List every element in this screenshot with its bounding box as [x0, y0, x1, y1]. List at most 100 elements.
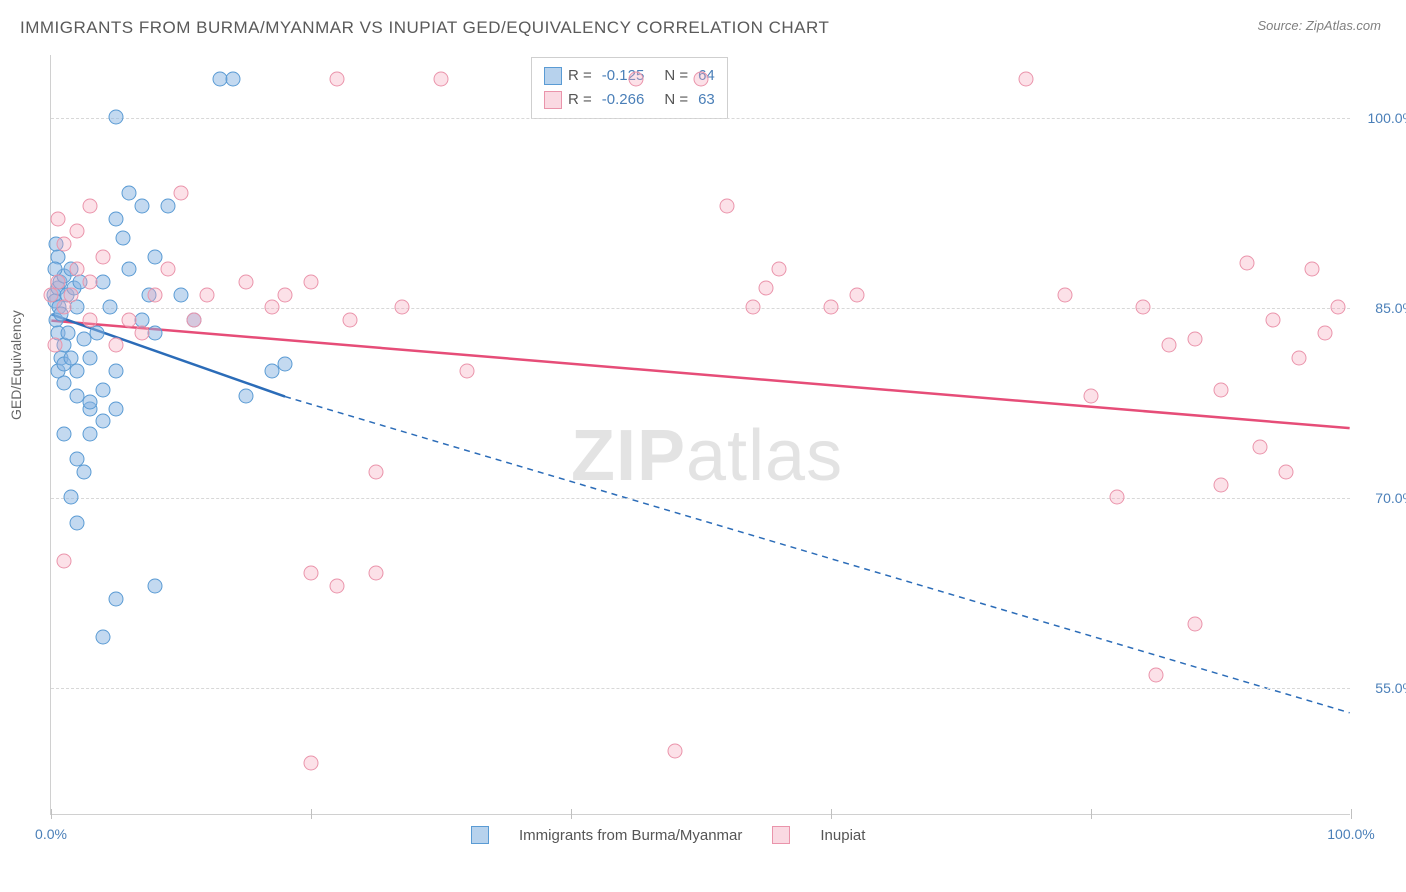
data-point — [1253, 439, 1268, 454]
data-point — [239, 275, 254, 290]
data-point — [70, 515, 85, 530]
scatter-chart: ZIPatlas R = -0.125 N = 64 R = -0.266 N … — [50, 55, 1350, 815]
data-point — [96, 382, 111, 397]
data-point — [50, 275, 65, 290]
data-point — [122, 313, 137, 328]
data-point — [720, 199, 735, 214]
legend-r-value: -0.266 — [602, 88, 645, 112]
data-point — [1149, 667, 1164, 682]
data-point — [1305, 262, 1320, 277]
data-point — [109, 401, 124, 416]
data-point — [83, 395, 98, 410]
data-point — [330, 72, 345, 87]
data-point — [850, 287, 865, 302]
data-point — [102, 300, 117, 315]
legend-n-label: N = — [664, 88, 688, 112]
data-point — [122, 186, 137, 201]
y-tick-label: 70.0% — [1375, 490, 1406, 506]
data-point — [96, 249, 111, 264]
data-point — [70, 363, 85, 378]
data-point — [304, 756, 319, 771]
trend-line — [51, 321, 1349, 429]
data-point — [304, 275, 319, 290]
source-prefix: Source: — [1257, 18, 1305, 33]
legend-n-label: N = — [664, 64, 688, 88]
data-point — [1240, 256, 1255, 271]
data-point — [278, 357, 293, 372]
data-point — [1084, 389, 1099, 404]
data-point — [161, 262, 176, 277]
x-tick-mark — [571, 809, 572, 819]
data-point — [304, 566, 319, 581]
data-point — [96, 275, 111, 290]
data-point — [1214, 382, 1229, 397]
swatch-icon — [544, 67, 562, 85]
watermark-zip: ZIP — [571, 416, 686, 496]
data-point — [57, 553, 72, 568]
y-tick-label: 55.0% — [1375, 680, 1406, 696]
data-point — [109, 211, 124, 226]
data-point — [1188, 332, 1203, 347]
y-axis-label: GED/Equivalency — [8, 310, 24, 420]
x-tick-mark — [51, 809, 52, 819]
data-point — [1188, 617, 1203, 632]
data-point — [96, 414, 111, 429]
legend-n-value: 63 — [698, 88, 715, 112]
grid-line — [51, 118, 1350, 119]
data-point — [109, 110, 124, 125]
trend-lines — [51, 55, 1350, 814]
y-tick-label: 85.0% — [1375, 300, 1406, 316]
data-point — [96, 629, 111, 644]
x-tick-mark — [1091, 809, 1092, 819]
data-point — [63, 287, 78, 302]
data-point — [148, 249, 163, 264]
x-tick-label: 100.0% — [1327, 826, 1374, 842]
data-point — [60, 325, 75, 340]
data-point — [148, 579, 163, 594]
data-point — [1019, 72, 1034, 87]
data-point — [70, 224, 85, 239]
legend-row-pink: R = -0.266 N = 63 — [544, 88, 715, 112]
data-point — [148, 287, 163, 302]
data-point — [83, 351, 98, 366]
data-point — [70, 262, 85, 277]
x-tick-mark — [311, 809, 312, 819]
data-point — [174, 186, 189, 201]
data-point — [70, 300, 85, 315]
data-point — [226, 72, 241, 87]
data-point — [369, 566, 384, 581]
source-attribution: Source: ZipAtlas.com — [1257, 18, 1381, 33]
data-point — [187, 313, 202, 328]
data-point — [330, 579, 345, 594]
data-point — [83, 199, 98, 214]
data-point — [135, 199, 150, 214]
page-title: IMMIGRANTS FROM BURMA/MYANMAR VS INUPIAT… — [20, 18, 829, 38]
data-point — [265, 300, 280, 315]
data-point — [1110, 490, 1125, 505]
data-point — [89, 325, 104, 340]
data-point — [343, 313, 358, 328]
data-point — [1292, 351, 1307, 366]
data-point — [1162, 338, 1177, 353]
data-point — [47, 338, 62, 353]
data-point — [746, 300, 761, 315]
data-point — [115, 230, 130, 245]
data-point — [460, 363, 475, 378]
legend-r-label: R = — [568, 88, 592, 112]
data-point — [278, 287, 293, 302]
data-point — [148, 325, 163, 340]
data-point — [50, 211, 65, 226]
data-point — [1279, 465, 1294, 480]
legend-r-label: R = — [568, 64, 592, 88]
data-point — [83, 275, 98, 290]
data-point — [109, 363, 124, 378]
data-point — [668, 743, 683, 758]
correlation-legend: R = -0.125 N = 64 R = -0.266 N = 63 — [531, 57, 728, 119]
watermark-atlas: atlas — [686, 416, 843, 496]
data-point — [694, 72, 709, 87]
data-point — [1331, 300, 1346, 315]
data-point — [57, 376, 72, 391]
data-point — [76, 465, 91, 480]
series-label: Inupiat — [820, 827, 865, 844]
data-point — [109, 338, 124, 353]
